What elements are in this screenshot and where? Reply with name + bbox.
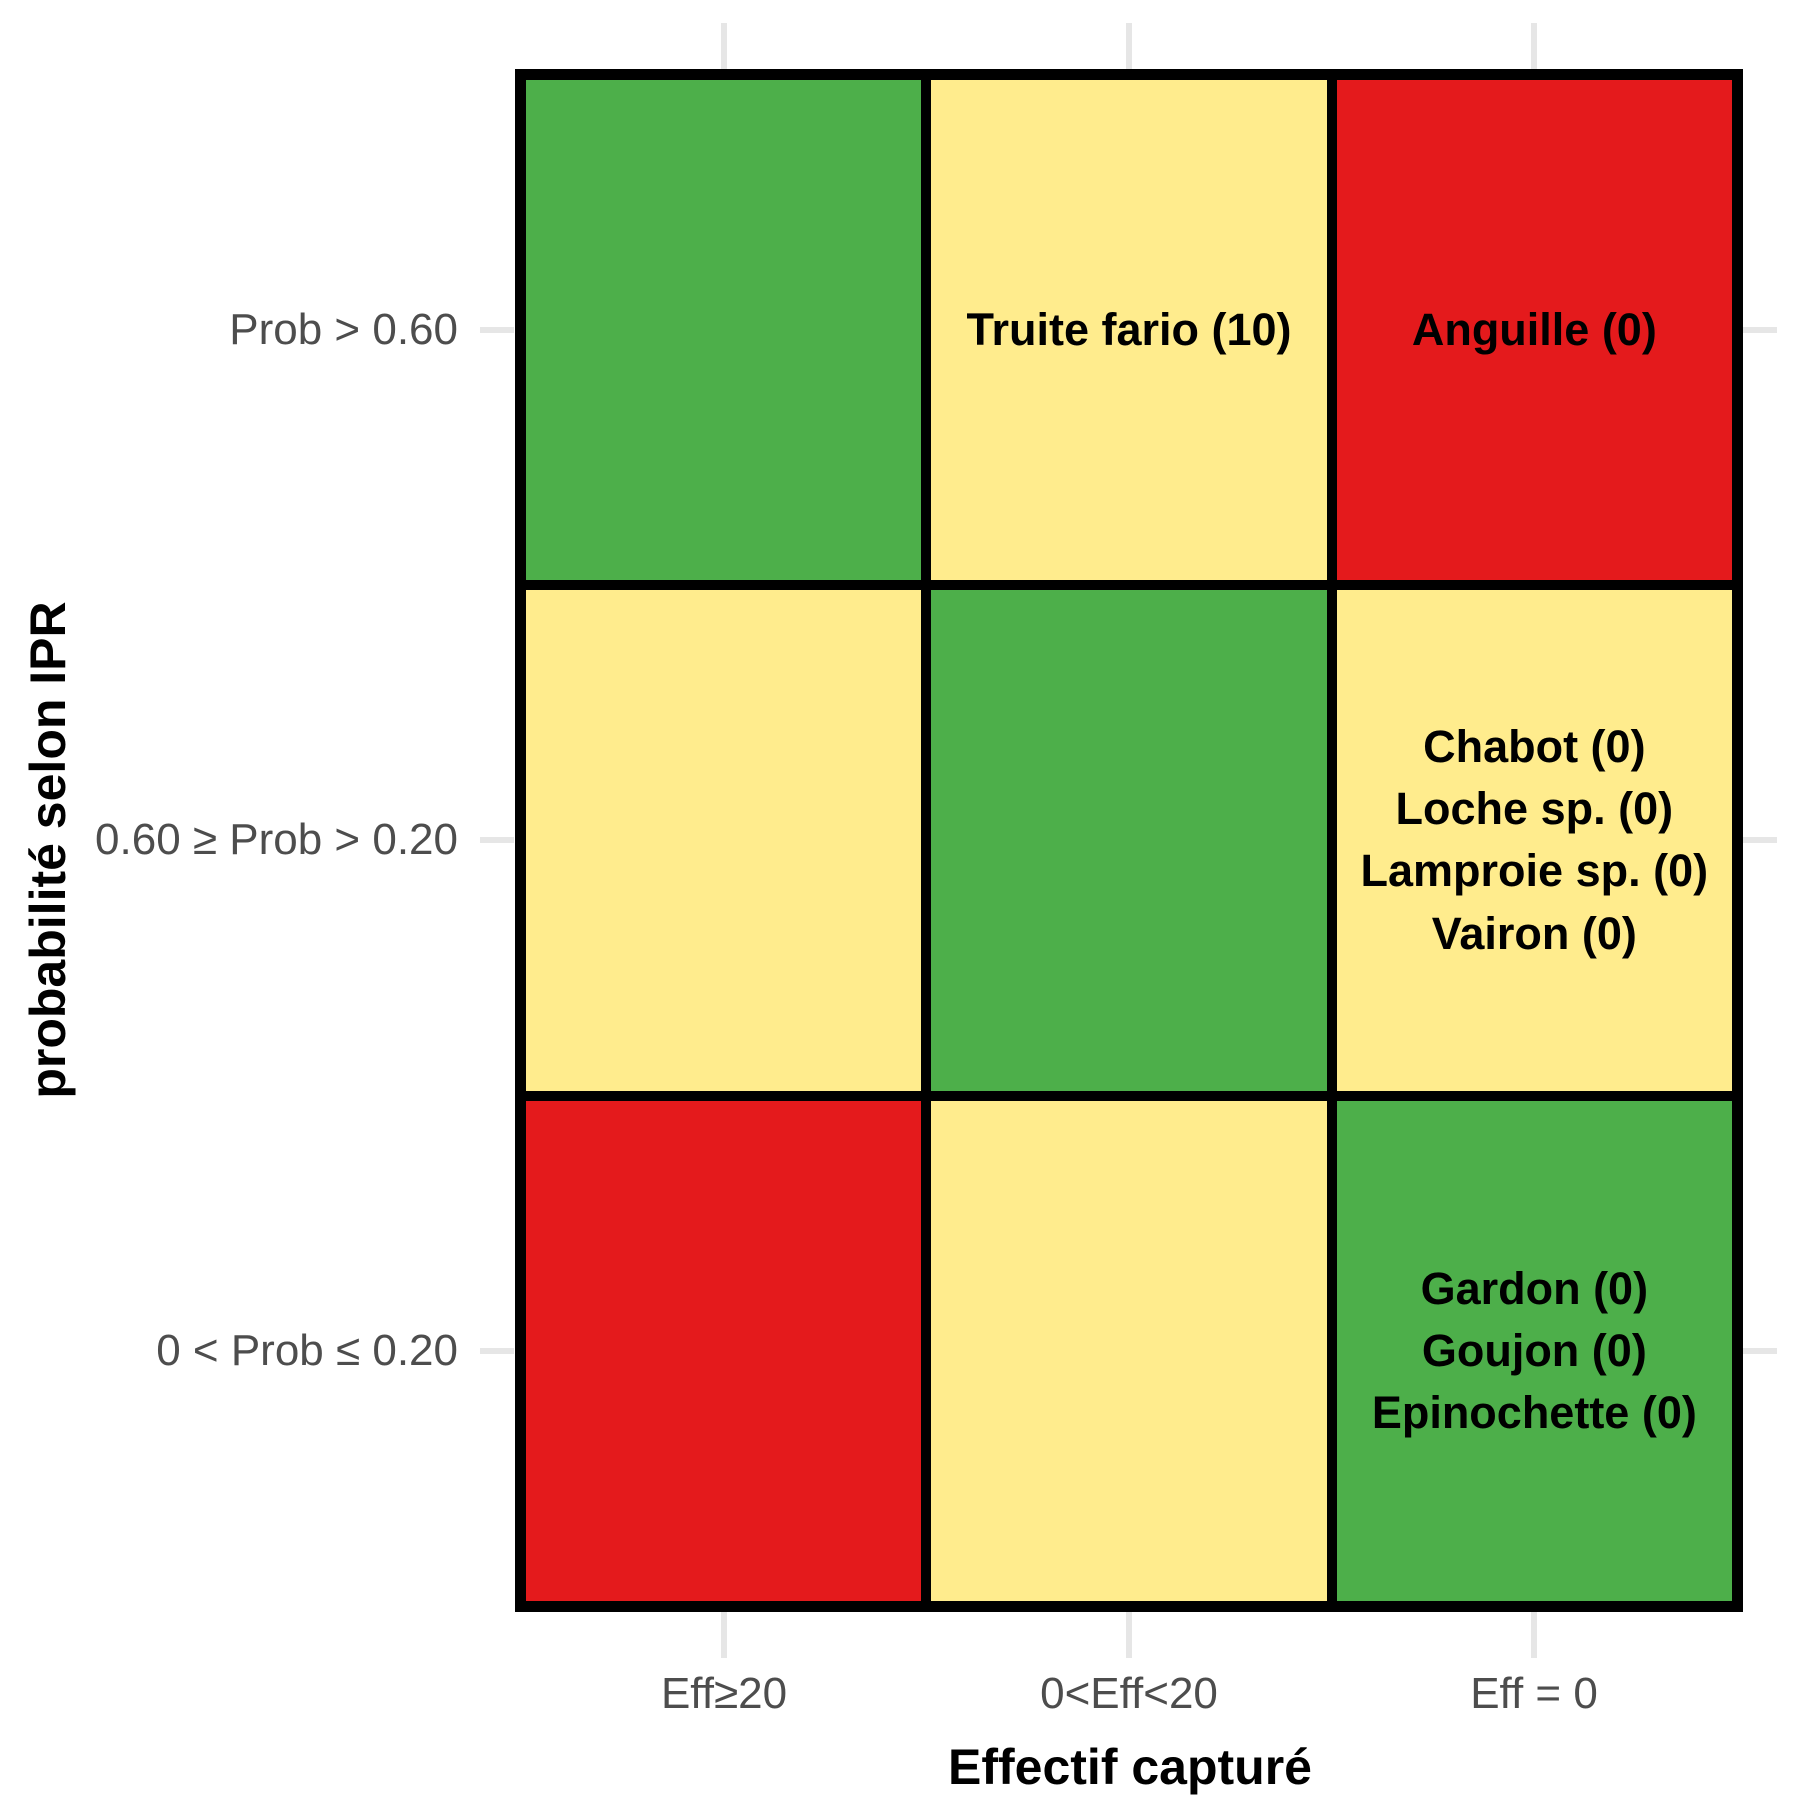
x-tick-label-eff-eq-0: Eff = 0 (1470, 1669, 1598, 1718)
y-tick-label-prob-gt-060: Prob > 0.60 (229, 305, 458, 354)
x-tick-label-0-lt-eff-lt-20: 0<Eff<20 (1040, 1669, 1218, 1718)
cell-label: Gardon (0) Goujon (0) Epinochette (0) (1371, 1262, 1697, 1438)
cell-label: Chabot (0) Loche sp. (0) Lamproie sp. (0… (1360, 721, 1709, 959)
left-axis-tick (480, 1348, 514, 1354)
cell-r3c3: Gardon (0) Goujon (0) Epinochette (0) (1336, 1100, 1732, 1601)
cell-r3c1 (526, 1100, 922, 1601)
bottom-axis-tick (1531, 1612, 1537, 1658)
cell-r1c1 (526, 80, 922, 581)
left-axis-tick (480, 327, 514, 333)
bottom-axis-tick (721, 1612, 727, 1658)
cell-r2c3: Chabot (0) Loche sp. (0) Lamproie sp. (0… (1336, 590, 1732, 1091)
cell-r3c2 (931, 1100, 1327, 1601)
cell-label: Truite fario (10) (966, 304, 1292, 356)
x-axis-title: Effectif capturé (948, 1739, 1312, 1795)
right-axis-tick (1743, 327, 1777, 333)
left-axis-tick (480, 837, 514, 843)
top-axis-tick (1126, 23, 1132, 69)
y-tick-label-0-lt-prob-le-020: 0 < Prob ≤ 0.20 (156, 1326, 458, 1375)
cell-r2c1 (526, 590, 922, 1091)
top-axis-tick (721, 23, 727, 69)
right-axis-tick (1743, 1348, 1777, 1354)
heatmap-grid: Truite fario (10) Anguille (0) Chabot (0… (515, 69, 1743, 1612)
cell-r2c2 (931, 590, 1327, 1091)
bottom-axis-tick (1126, 1612, 1132, 1658)
x-tick-label-eff-ge-20: Eff≥20 (660, 1669, 788, 1718)
y-tick-label-060-ge-prob-gt-020: 0.60 ≥ Prob > 0.20 (95, 815, 458, 864)
cell-r1c2: Truite fario (10) (931, 80, 1327, 581)
right-axis-tick (1743, 837, 1777, 843)
cell-r1c3: Anguille (0) (1336, 80, 1732, 581)
top-axis-tick (1531, 23, 1537, 69)
cell-label: Anguille (0) (1411, 304, 1657, 356)
